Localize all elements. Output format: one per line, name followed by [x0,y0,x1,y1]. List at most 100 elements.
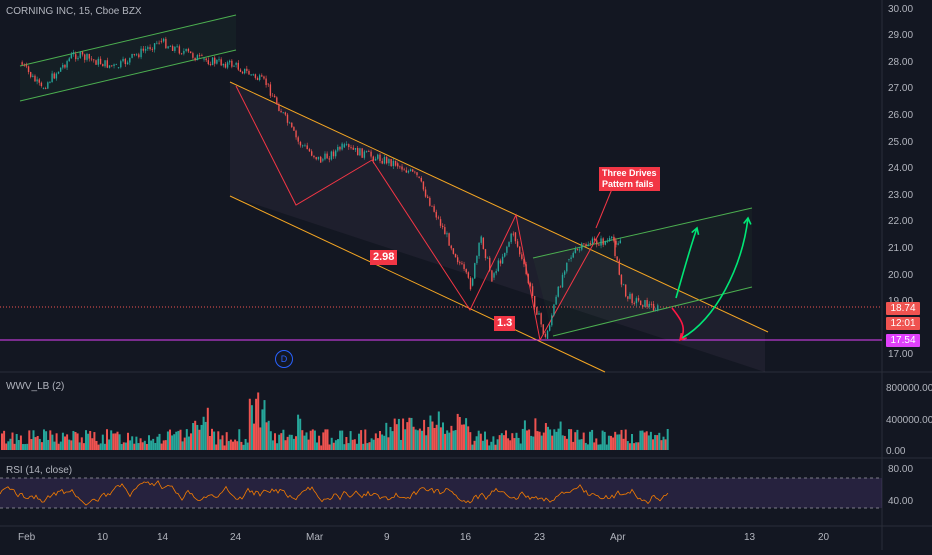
candle [214,57,216,64]
volume-bar [427,426,430,450]
candle [583,243,585,245]
ratio-label[interactable]: 2.98 [370,250,398,265]
candle [531,286,534,297]
candle [431,205,433,207]
volume-bar [303,435,306,450]
volume-bar [433,428,436,450]
volume-bar [53,441,56,450]
candle [75,54,77,60]
volume-bar [59,441,62,450]
candle [261,75,263,77]
volume-bar [225,432,228,450]
volume-bar [271,440,274,450]
volume-bar [45,431,48,450]
candle [578,249,581,251]
dividend-marker-icon[interactable]: D [275,350,293,368]
volume-bar [551,435,554,450]
volume-bar [326,429,329,450]
candle [469,277,472,290]
volume-bar [605,444,608,450]
candle [49,82,51,83]
volume-bar [458,416,461,450]
volume-bar [177,430,180,450]
three-drives-annotation[interactable]: Three Drives Pattern fails [599,167,660,191]
candle [427,196,429,198]
price-tick: 29.00 [888,30,914,41]
candle [156,42,158,44]
volume-bar [215,444,218,450]
candle [611,236,613,239]
candle [317,156,320,160]
candle [352,147,354,150]
volume-bar [9,438,12,450]
volume-bar [91,438,94,450]
volume-bar [110,430,113,450]
candle [311,151,313,156]
candle [446,233,448,235]
candle [441,225,444,228]
volume-bar [490,441,493,450]
candle [21,62,23,65]
candle [185,48,187,51]
ratio-label[interactable]: 1.3 [494,316,516,331]
volume-bar [454,430,457,450]
candle [397,163,399,167]
volume-bar [597,444,600,450]
volume-bar [101,434,104,450]
volume-bar [316,442,318,450]
candle [388,159,390,164]
candle [198,55,201,56]
volume-bar [578,439,581,450]
candle [538,313,540,315]
volume-bar [263,400,266,450]
volume-bar [116,431,119,450]
volume-bar [557,428,560,450]
candle [90,58,93,60]
rsi-pane-title: RSI (14, close) [6,465,73,476]
candle [416,172,418,176]
candle [111,65,113,67]
volume-bar [183,437,186,450]
candle [553,304,555,316]
volume-bar [269,431,272,450]
volume-bar [479,433,482,450]
volume-bar [1,433,3,450]
volume-bar [80,437,83,450]
candle [160,40,163,42]
rsi-line [0,480,669,506]
volume-bar [366,443,369,450]
candle [66,61,68,68]
volume-bar [227,441,230,450]
candle [27,66,30,73]
volume-bar [108,439,111,450]
candle [602,238,604,245]
volume-bar [118,434,121,450]
candle [463,264,465,270]
volume-bar [213,431,216,450]
volume-bar [593,442,596,450]
candle [635,298,638,304]
candle [497,260,500,271]
candle [559,286,562,288]
volume-bar [229,439,232,450]
candle [633,303,635,304]
volume-bar [381,434,384,450]
bearish-projection-arrow [671,307,685,341]
volume-tick: 800000.00 [886,383,932,394]
price-tick: 22.00 [888,216,914,227]
channel-line [19,14,237,67]
three-drives-pattern-line [235,85,601,342]
candle [613,236,615,241]
volume-bar [481,440,484,450]
bullish-projection-arrow [691,226,700,236]
rising-channel-fill [20,15,236,101]
volume-bar [28,430,31,450]
candle [288,122,291,124]
candle [59,67,62,72]
candle [534,296,536,308]
candle [354,148,357,150]
price-tick: 24.00 [888,163,914,174]
volume-bar [622,438,625,450]
